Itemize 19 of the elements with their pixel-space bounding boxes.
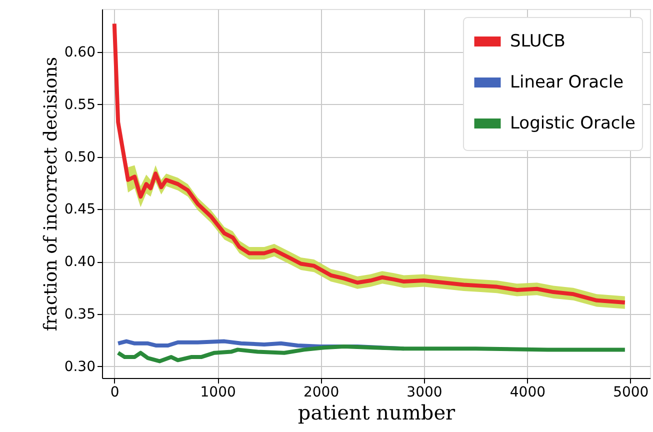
- legend-label: Logistic Oracle: [510, 114, 636, 134]
- y-tick-label: 0.45: [64, 202, 96, 218]
- y-tick-label: 0.35: [64, 306, 96, 323]
- x-tick-label: 3000: [406, 384, 442, 400]
- x-axis-title: patient number: [298, 400, 456, 424]
- x-tick-label: 2000: [303, 384, 340, 400]
- y-tick-label: 0.50: [64, 149, 96, 166]
- line-series: [116, 344, 627, 364]
- y-tick-label: 0.40: [64, 254, 96, 270]
- legend-label: SLUCB: [510, 32, 566, 52]
- x-tick-label: 1000: [200, 384, 236, 400]
- y-tick-label: 0.55: [64, 96, 96, 113]
- y-tick-label: 0.60: [64, 44, 96, 60]
- x-tick-label: 0: [110, 384, 120, 400]
- legend-label: Linear Oracle: [510, 72, 624, 92]
- x-tick-label: 4000: [510, 384, 546, 400]
- y-axis-title: fraction of incorrect decisions: [40, 56, 62, 332]
- y-tick-label: 0.30: [64, 358, 96, 375]
- x-tick-label: 5000: [613, 384, 649, 400]
